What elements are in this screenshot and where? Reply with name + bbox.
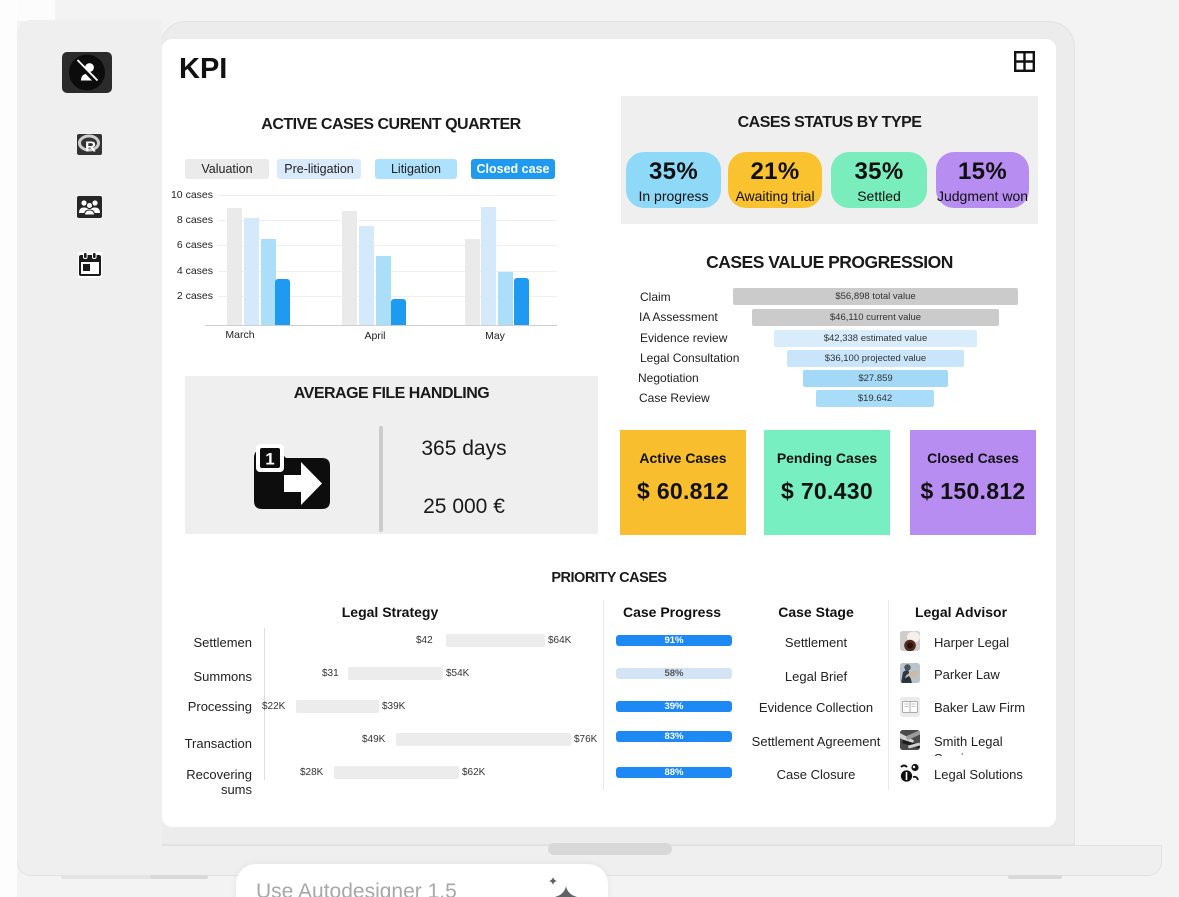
svg-text:1: 1	[265, 450, 274, 469]
svg-text:R: R	[85, 139, 96, 156]
